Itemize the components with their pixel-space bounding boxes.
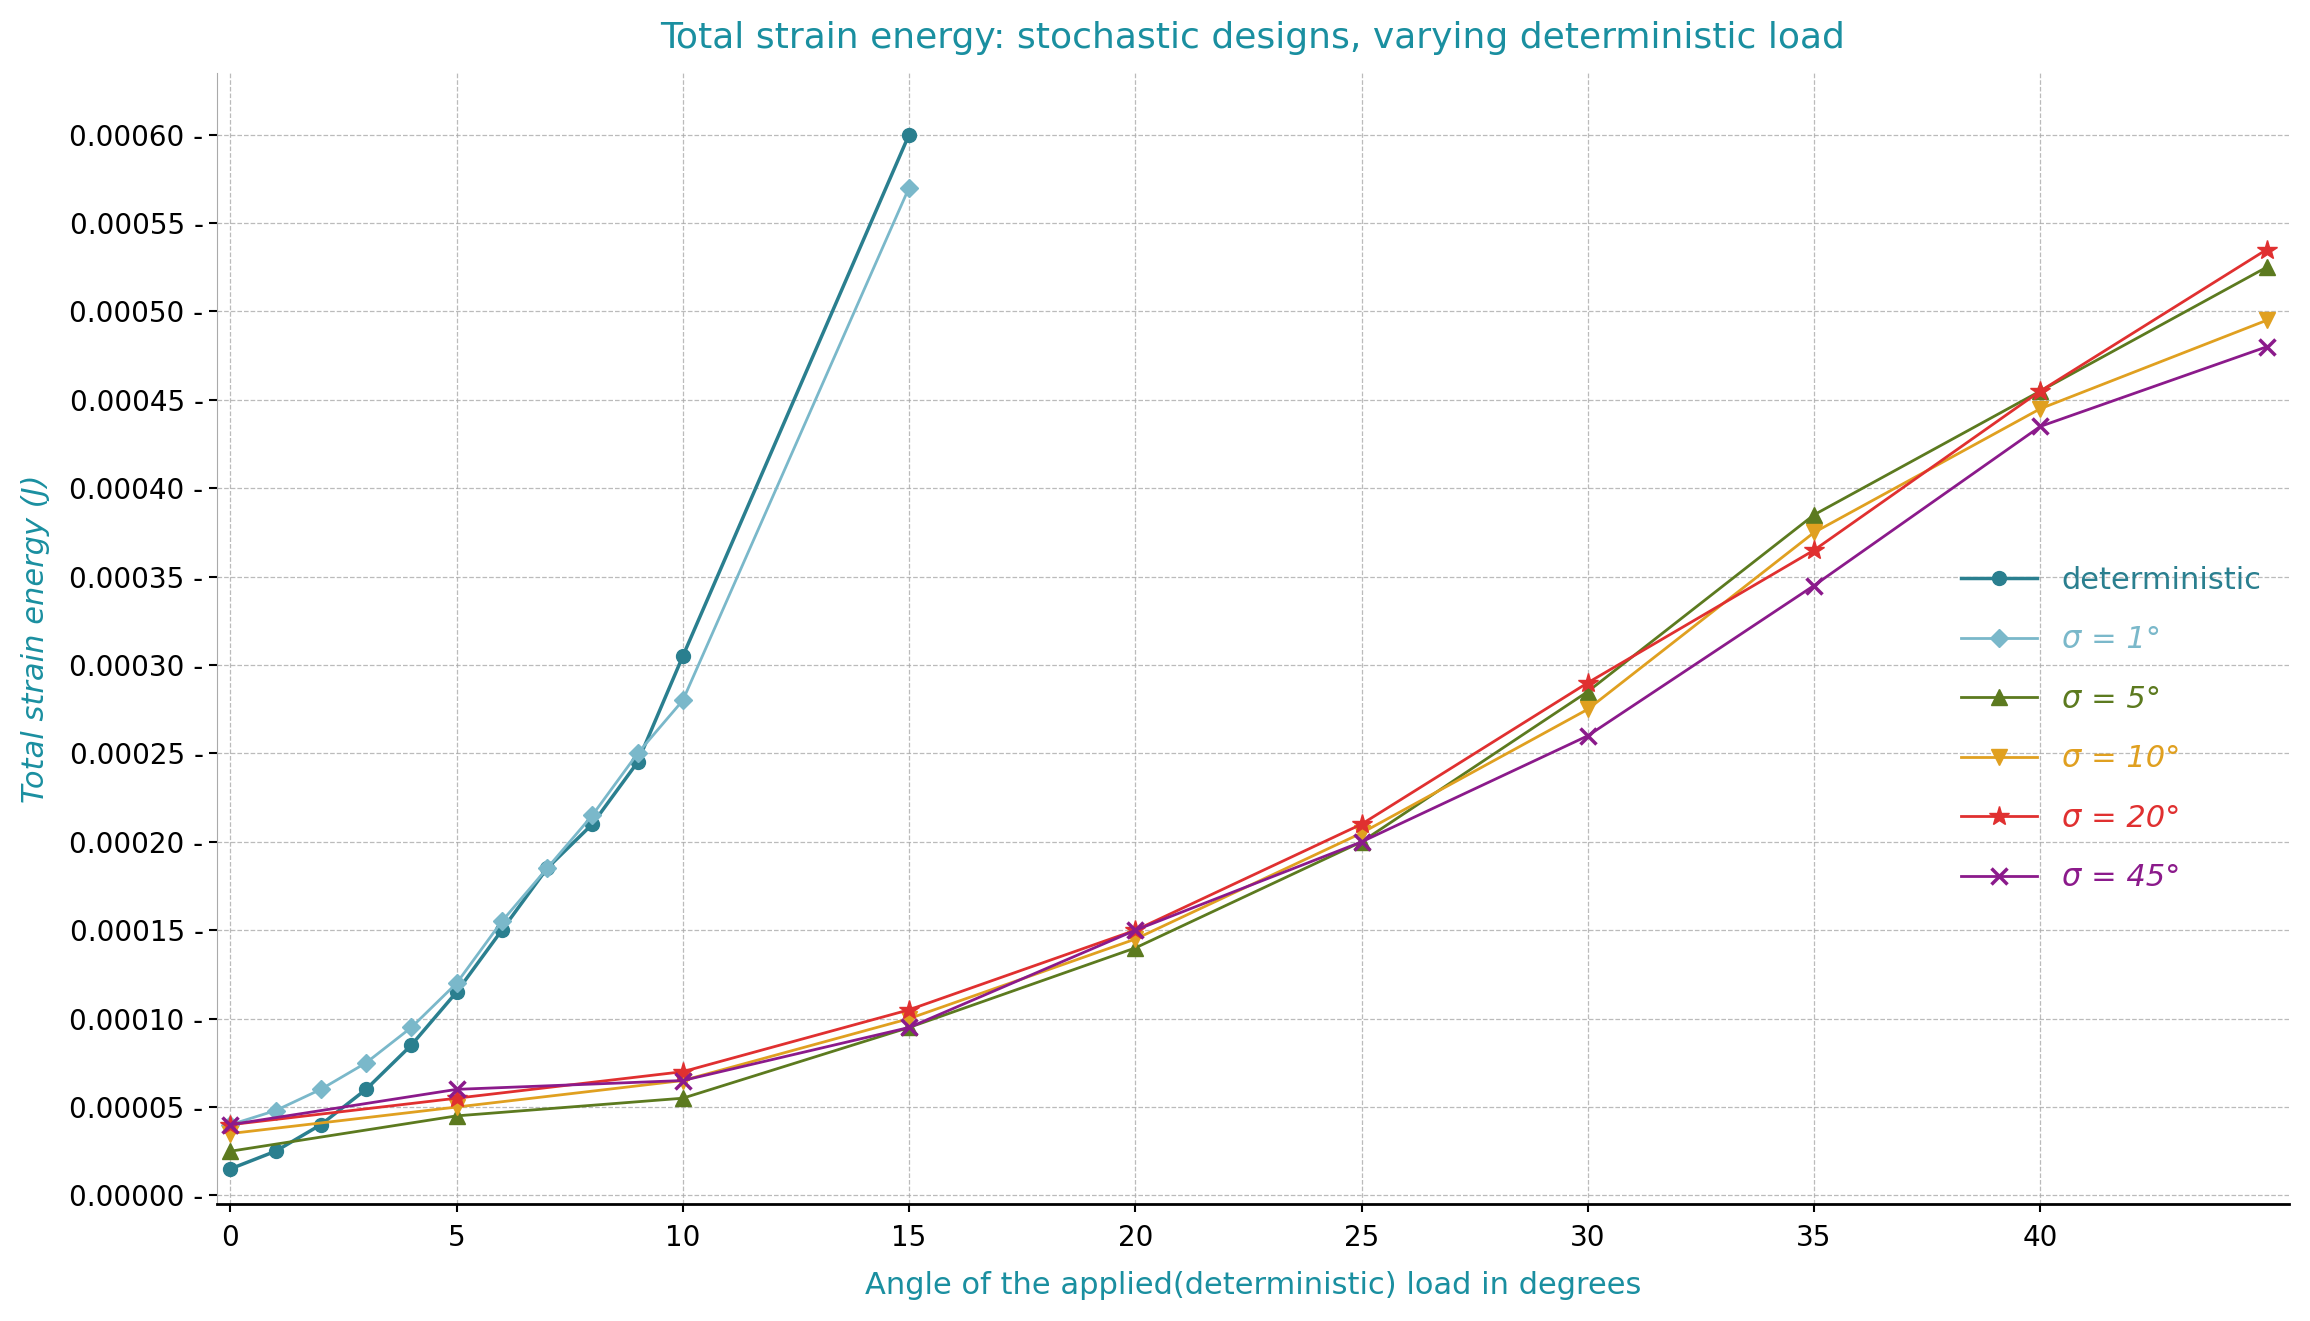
σ = 5° — [217, 1143, 245, 1159]
Line: σ = 5°: σ = 5° — [222, 260, 2273, 1159]
deterministic — [307, 1116, 335, 1132]
σ = 10° — [1347, 826, 1374, 841]
σ = 20° — [217, 1116, 245, 1132]
σ = 20° — [2252, 242, 2280, 258]
deterministic — [397, 1037, 425, 1053]
deterministic — [624, 754, 651, 770]
σ = 20° — [2026, 383, 2054, 399]
Line: σ = 20°: σ = 20° — [219, 239, 2278, 1135]
deterministic — [896, 127, 924, 143]
σ = 10° — [670, 1073, 698, 1089]
deterministic — [578, 816, 605, 832]
σ = 10° — [444, 1099, 471, 1115]
Line: σ = 45°: σ = 45° — [222, 338, 2275, 1133]
σ = 10° — [2252, 312, 2280, 328]
deterministic — [217, 1161, 245, 1177]
σ = 45° — [217, 1116, 245, 1132]
σ = 1° — [624, 745, 651, 761]
σ = 1° — [307, 1082, 335, 1098]
σ = 20° — [1347, 816, 1374, 832]
σ = 1° — [670, 692, 698, 708]
deterministic — [351, 1082, 379, 1098]
σ = 1° — [578, 807, 605, 823]
σ = 5° — [2026, 383, 2054, 399]
σ = 45° — [670, 1073, 698, 1089]
σ = 5° — [670, 1090, 698, 1106]
σ = 45° — [896, 1020, 924, 1036]
σ = 20° — [1573, 675, 1601, 691]
σ = 5° — [1573, 684, 1601, 700]
σ = 5° — [444, 1108, 471, 1124]
σ = 5° — [896, 1020, 924, 1036]
σ = 1° — [217, 1116, 245, 1132]
Line: σ = 1°: σ = 1° — [224, 181, 915, 1131]
σ = 45° — [1573, 728, 1601, 744]
Y-axis label: Total strain energy (J): Total strain energy (J) — [21, 474, 51, 803]
σ = 10° — [896, 1011, 924, 1026]
σ = 10° — [1573, 701, 1601, 717]
σ = 45° — [1347, 834, 1374, 849]
Line: σ = 10°: σ = 10° — [222, 313, 2273, 1141]
deterministic — [444, 984, 471, 1000]
σ = 1° — [444, 975, 471, 991]
X-axis label: Angle of the applied(deterministic) load in degrees: Angle of the applied(deterministic) load… — [864, 1271, 1640, 1300]
σ = 20° — [896, 1001, 924, 1017]
σ = 5° — [2252, 259, 2280, 275]
σ = 1° — [487, 914, 515, 930]
σ = 10° — [217, 1125, 245, 1141]
σ = 45° — [1120, 922, 1148, 938]
σ = 1° — [534, 860, 561, 876]
σ = 5° — [1799, 507, 1827, 523]
Title: Total strain energy: stochastic designs, varying deterministic load: Total strain energy: stochastic designs,… — [661, 21, 1846, 55]
σ = 45° — [2026, 419, 2054, 435]
deterministic — [670, 649, 698, 664]
σ = 5° — [1347, 834, 1374, 849]
σ = 45° — [1799, 577, 1827, 593]
deterministic — [261, 1143, 289, 1159]
σ = 10° — [1799, 524, 1827, 540]
σ = 1° — [397, 1020, 425, 1036]
σ = 45° — [2252, 339, 2280, 355]
σ = 10° — [1120, 931, 1148, 947]
σ = 20° — [670, 1063, 698, 1079]
σ = 1° — [261, 1103, 289, 1119]
deterministic — [487, 922, 515, 938]
σ = 20° — [444, 1090, 471, 1106]
σ = 20° — [1799, 542, 1827, 557]
σ = 20° — [1120, 922, 1148, 938]
Legend: deterministic, σ = 1°, σ = 5°, σ = 10°, σ = 20°, σ = 45°: deterministic, σ = 1°, σ = 5°, σ = 10°, … — [1950, 553, 2273, 905]
σ = 5° — [1120, 941, 1148, 956]
deterministic — [534, 860, 561, 876]
σ = 1° — [351, 1055, 379, 1071]
σ = 1° — [896, 180, 924, 196]
σ = 45° — [444, 1082, 471, 1098]
Line: deterministic: deterministic — [224, 128, 917, 1176]
σ = 10° — [2026, 400, 2054, 416]
